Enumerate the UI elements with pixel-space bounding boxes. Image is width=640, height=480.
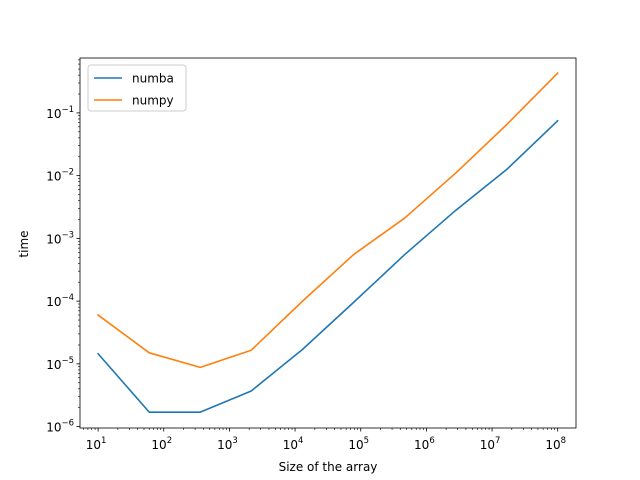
x-tick-label: 102 — [151, 436, 172, 452]
y-tick-label: 10−3 — [46, 230, 74, 246]
x-tick-label: 107 — [480, 436, 501, 452]
series-line-numba — [96, 119, 559, 413]
legend-label-numpy: numpy — [132, 94, 174, 108]
x-tick-label: 105 — [348, 436, 369, 452]
y-tick-label: 10−4 — [46, 293, 74, 309]
ticks-layer: 101 102 103 104 105 106 107 108 10−6 10−5 10−4 10−3… — [46, 59, 566, 452]
y-tick-label: 10−1 — [46, 105, 74, 121]
legend: numba numpy — [87, 64, 187, 112]
x-tick-label: 103 — [217, 436, 238, 452]
x-tick-label: 104 — [283, 436, 304, 452]
axes-layer — [79, 57, 577, 429]
y-tick-label: 10−6 — [46, 419, 74, 435]
x-tick-label: 108 — [545, 436, 566, 452]
legend-label-numba: numba — [132, 72, 174, 86]
x-tick-label: 101 — [86, 436, 107, 452]
y-axis-label: time — [17, 230, 31, 257]
y-tick-label: 10−2 — [46, 168, 74, 184]
plot-frame — [79, 57, 577, 429]
x-axis-label: Size of the array — [279, 460, 378, 474]
series-line-numpy — [96, 72, 559, 369]
y-tick-label: 10−5 — [46, 356, 74, 372]
series-layer — [96, 72, 559, 413]
x-tick-label: 106 — [414, 436, 435, 452]
